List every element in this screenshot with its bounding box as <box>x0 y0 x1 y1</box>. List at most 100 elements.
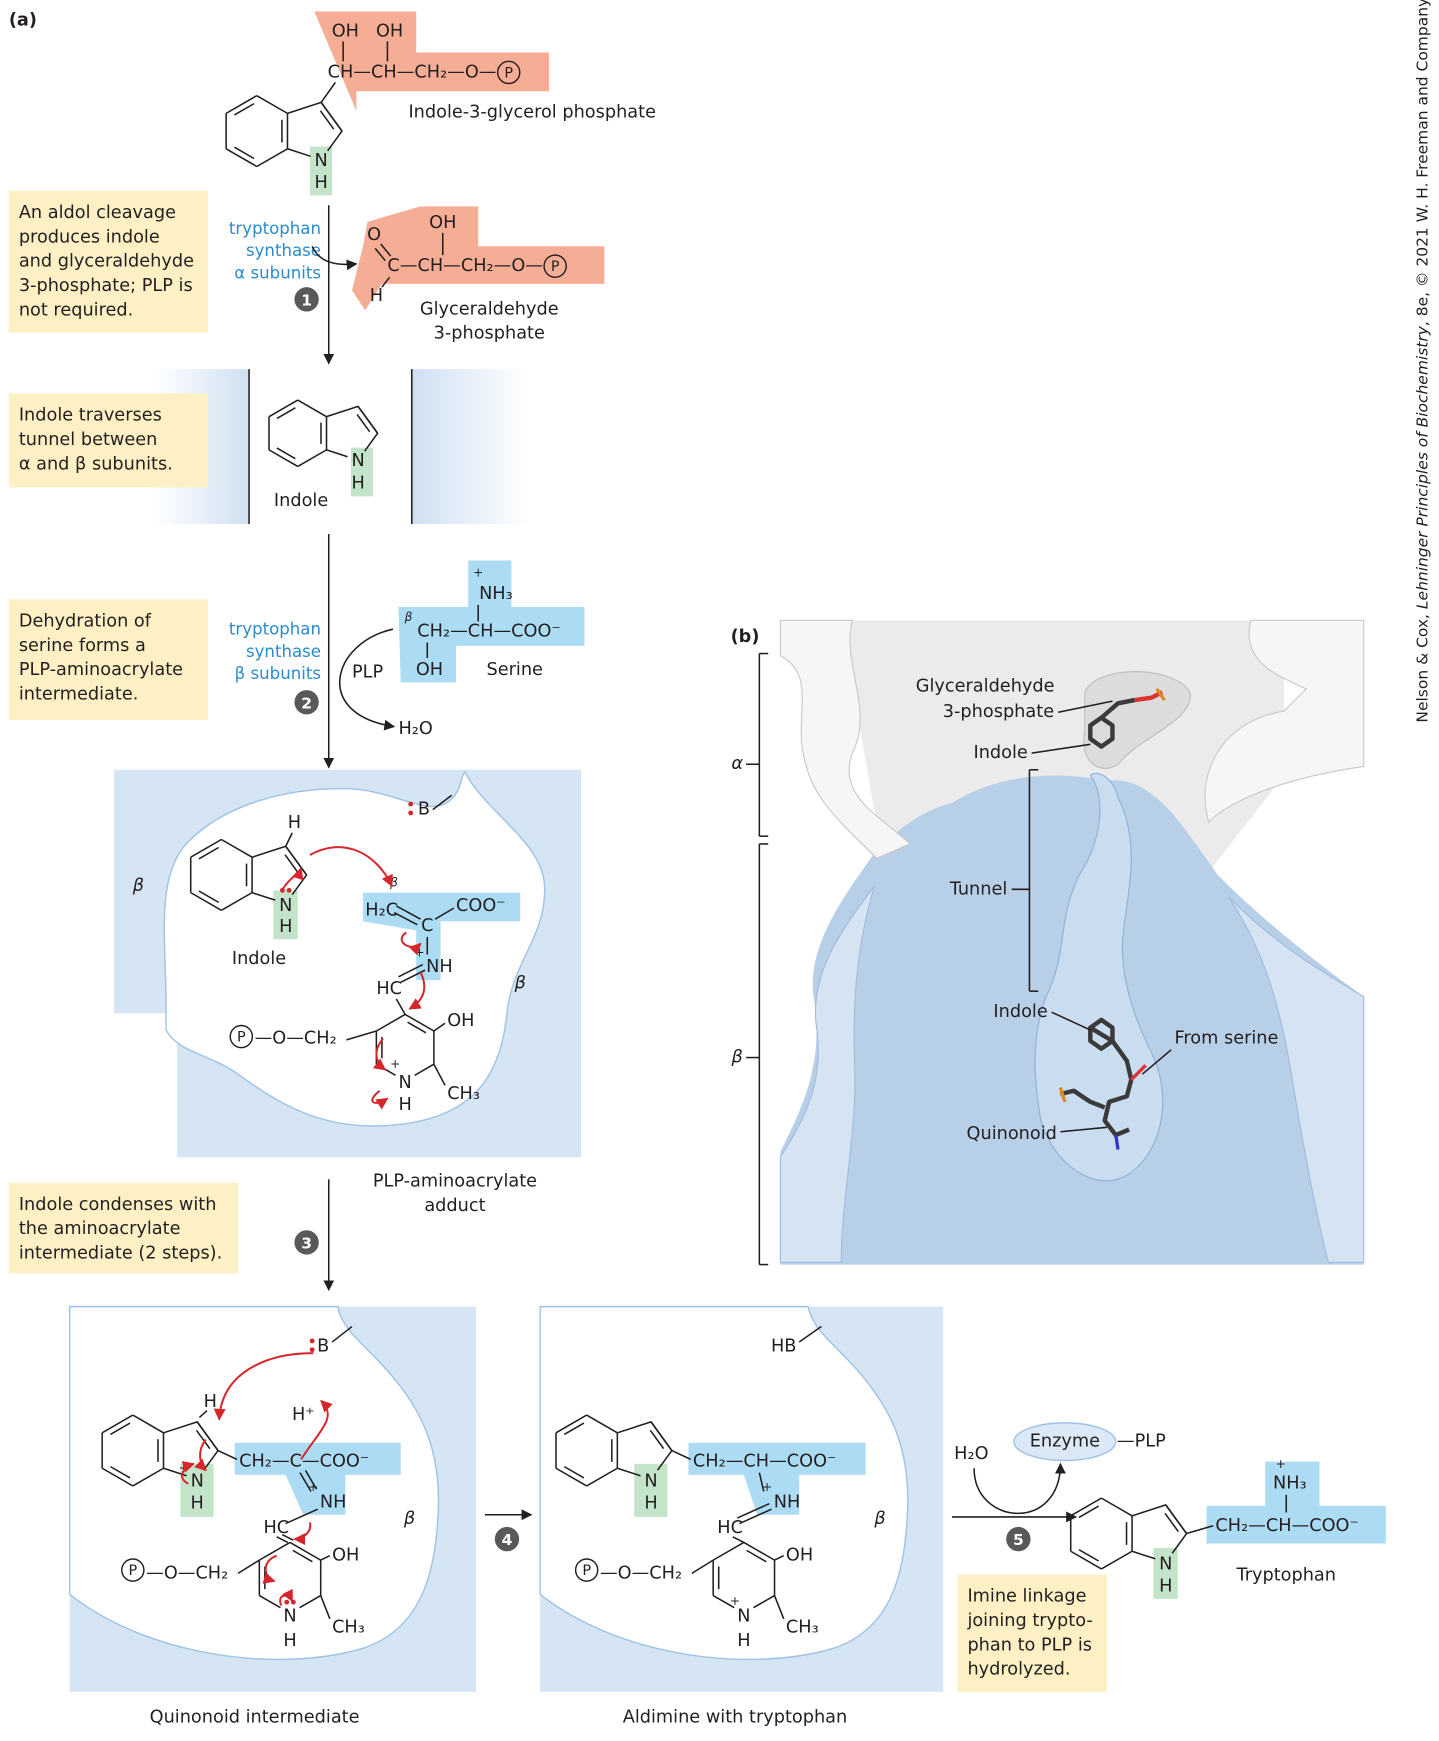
lone-pair <box>284 1599 290 1605</box>
double-bond <box>195 1429 211 1450</box>
atom-label: OH <box>332 21 359 41</box>
enzyme-label: tryptophan <box>229 219 321 238</box>
atom-label: H <box>283 1631 296 1651</box>
atom-label: H₂C <box>365 900 398 920</box>
note-text: Indole condenses with <box>19 1195 217 1215</box>
phosphate-circle <box>574 1558 599 1582</box>
double-bond <box>234 102 255 116</box>
atom-label: CH₃ <box>786 1618 819 1638</box>
bond <box>327 130 343 152</box>
electron-arrow <box>371 1089 389 1110</box>
highlight <box>398 560 585 683</box>
subunit-label: β <box>873 1509 885 1529</box>
protein-surface <box>1204 619 1365 823</box>
atom-label: NH <box>774 1493 801 1513</box>
bond <box>1070 1497 1102 1517</box>
bond <box>190 891 222 912</box>
bond <box>285 832 293 847</box>
note-box <box>8 190 209 333</box>
compound-name: Indole <box>274 491 328 511</box>
highlight <box>634 1463 668 1517</box>
subunit-label: β <box>514 973 526 993</box>
bond <box>251 845 286 858</box>
note-text: phan to PLP is <box>967 1635 1092 1655</box>
lone-pair <box>309 1338 315 1344</box>
note-box <box>8 599 209 720</box>
molecule-stick <box>1059 1088 1106 1110</box>
bond <box>650 1421 673 1451</box>
bond <box>393 911 418 926</box>
bond <box>225 148 258 168</box>
phosphate-circle <box>229 1024 254 1049</box>
atom-label: OH <box>376 21 403 41</box>
base-label: HB <box>771 1336 796 1356</box>
atom-label: —O—CH₂ <box>600 1563 682 1583</box>
highlight <box>309 146 333 196</box>
phosphate-label: P <box>504 66 513 82</box>
tunnel-top <box>1083 670 1191 769</box>
double-bond <box>1078 1548 1100 1562</box>
atom-label: β <box>404 610 413 624</box>
active-site-pocket <box>539 1305 909 1661</box>
molecule-stick <box>1088 697 1136 749</box>
electron-arrow <box>194 1438 207 1472</box>
note-text: not required. <box>19 300 133 320</box>
bond <box>671 1449 692 1461</box>
panel-label: (b) <box>731 627 760 647</box>
electron-arrow <box>373 1038 387 1071</box>
atom-label: β <box>389 876 398 890</box>
structure-label: 3-phosphate <box>943 702 1054 722</box>
atom-label: HC <box>376 979 402 999</box>
double-bond <box>198 890 220 904</box>
bond <box>268 449 299 468</box>
note-text: the aminoacrylate <box>19 1219 181 1239</box>
note-text: serine forms a <box>19 636 146 656</box>
protein-surface <box>779 619 911 859</box>
bond <box>326 449 348 458</box>
double-bond <box>292 1549 313 1563</box>
bond <box>258 1594 281 1609</box>
bond <box>432 794 453 811</box>
bond <box>220 838 253 858</box>
note-text: and glyceraldehyde <box>19 252 194 272</box>
leader <box>1058 700 1113 713</box>
bond <box>380 243 392 257</box>
atom-label: CH₃ <box>332 1618 365 1638</box>
bond <box>101 1414 134 1434</box>
backgrounds <box>8 190 1365 1692</box>
subunit-label: α <box>731 754 743 774</box>
bond <box>1070 1550 1102 1570</box>
reaction-arrow <box>973 1462 1066 1514</box>
enzyme-label: synthase <box>246 642 321 661</box>
bond <box>281 1533 294 1541</box>
note-text: Dehydration of <box>19 611 152 631</box>
bond <box>276 1536 289 1544</box>
atom-label: + <box>390 1057 400 1071</box>
bond <box>251 891 276 901</box>
reaction-arrow <box>311 245 358 271</box>
double-bond <box>1164 1512 1179 1533</box>
structure-label: From serine <box>1175 1029 1279 1049</box>
double-bond <box>407 1021 427 1034</box>
bond <box>1131 1504 1166 1517</box>
enzyme-label: β subunits <box>235 664 321 683</box>
highlight <box>688 1442 866 1515</box>
bond <box>374 247 386 262</box>
note-text: tunnel between <box>19 430 158 450</box>
atom-label: + <box>730 1594 740 1608</box>
phosphate-label: P <box>551 259 560 275</box>
bond <box>258 1541 291 1561</box>
step-number: 2 <box>301 694 312 712</box>
note-text: α and β subunits. <box>19 454 173 474</box>
atom-label: H <box>398 1095 411 1115</box>
water-label: H₂O <box>954 1444 988 1464</box>
atom-label: NH₃ <box>1273 1474 1307 1494</box>
bond <box>555 1414 588 1434</box>
note-text: Imine linkage <box>967 1587 1086 1607</box>
atom-label: N <box>1159 1554 1172 1574</box>
step-number: 4 <box>502 1531 513 1549</box>
bond <box>433 1063 446 1086</box>
highlight <box>352 206 605 311</box>
bond <box>753 1594 775 1609</box>
